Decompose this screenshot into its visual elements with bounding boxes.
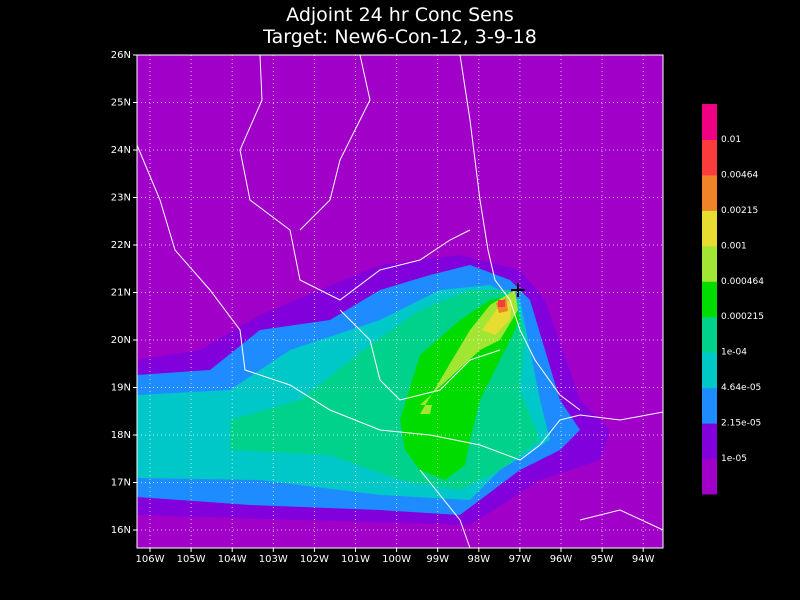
lat-label: 25N: [111, 98, 131, 109]
colorbar-swatch: [702, 352, 717, 389]
plot-frame: [136, 54, 664, 549]
lon-label: 106W: [136, 554, 165, 565]
colorbar-label: 1e-04: [721, 348, 747, 358]
lon-label: 105W: [177, 554, 206, 565]
colorbar-label: 4.64e-05: [721, 383, 761, 393]
lat-label: 22N: [111, 240, 131, 251]
colorbar-swatch: [702, 423, 717, 460]
lon-label: 94W: [632, 554, 655, 565]
border: [299, 54, 371, 231]
border: [579, 509, 664, 531]
colorbar-swatch: [702, 387, 717, 424]
title-line: Adjoint 24 hr Conc Sens: [286, 4, 514, 26]
colorbar-swatch: [702, 210, 717, 247]
colorbar-swatch: [702, 458, 717, 495]
lat-label: 21N: [111, 288, 131, 299]
colorbar-label: 0.001: [721, 241, 747, 251]
target-marker: [511, 283, 525, 297]
colorbar-label: 0.01: [721, 135, 741, 145]
colorbar-label: 0.00464: [721, 170, 758, 180]
colorbar-label: 2.15e-05: [721, 419, 761, 429]
lon-label: 101W: [341, 554, 370, 565]
map-field: [136, 54, 664, 549]
lat-label: 18N: [111, 430, 131, 441]
lon-label: 102W: [300, 554, 329, 565]
colorbar-label: 0.000464: [721, 277, 764, 287]
colorbar-swatch: [702, 104, 717, 140]
coastline: [459, 54, 581, 411]
lat-label: 16N: [111, 525, 131, 536]
lon-label: 99W: [426, 554, 449, 565]
colorbar-swatch: [702, 174, 717, 211]
colorbar-label: 1e-05: [721, 454, 747, 464]
lat-label: 20N: [111, 335, 131, 346]
lat-label: 24N: [111, 145, 131, 156]
border: [239, 54, 471, 301]
colorbar-swatch: [702, 245, 717, 282]
border: [419, 469, 471, 549]
lon-label: 95W: [591, 554, 614, 565]
contour-band: [498, 300, 505, 307]
lat-label: 26N: [111, 50, 131, 61]
lon-label: 97W: [509, 554, 532, 565]
colorbar-swatch: [702, 139, 717, 176]
colorbar-label: 0.00215: [721, 206, 758, 216]
lon-label: 103W: [259, 554, 288, 565]
axes: 106W 105W 104W 103W 102W 101W 100W 99W 98W 97W 96W…: [111, 50, 655, 565]
lat-label: 17N: [111, 478, 131, 489]
colorbar-label: 0.000215: [721, 312, 764, 322]
lon-label: 104W: [218, 554, 247, 565]
lon-label: 98W: [467, 554, 490, 565]
lat-label: 23N: [111, 193, 131, 204]
lat-label: 19N: [111, 383, 131, 394]
lon-label: 96W: [550, 554, 573, 565]
title-line: Target: New6-Con-12, 3-9-18: [262, 26, 537, 48]
colorbar-swatch: [702, 316, 717, 353]
lon-label: 100W: [382, 554, 411, 565]
colorbar-swatch: [702, 281, 717, 318]
coastline: [136, 144, 664, 461]
colorbar: 1e-05 2.15e-05 4.64e-05 1e-04 0.000215 0.0004…: [702, 104, 764, 495]
